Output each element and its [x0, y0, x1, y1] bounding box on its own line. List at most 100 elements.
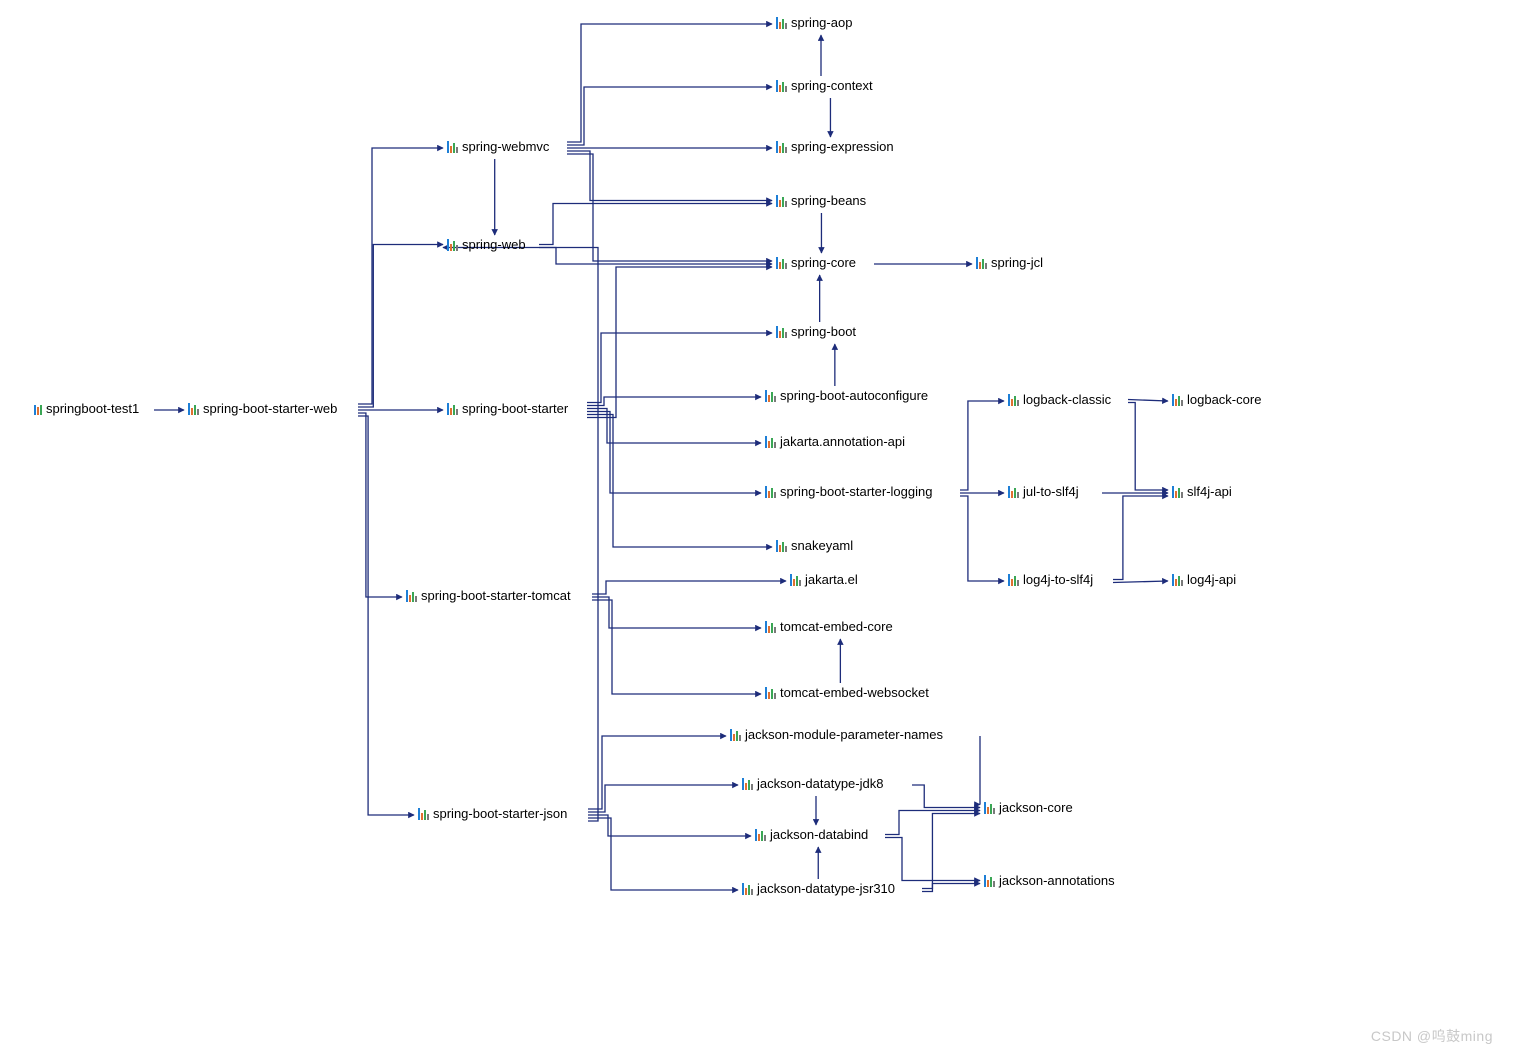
dep-edge	[1128, 400, 1168, 402]
dep-edge	[358, 148, 443, 404]
dep-node-ctx: spring-context	[776, 78, 873, 93]
dep-edge	[588, 736, 726, 809]
module-icon	[1008, 394, 1020, 406]
dep-edge	[1128, 403, 1168, 491]
module-icon	[1172, 574, 1184, 586]
dep-node-label: jul-to-slf4j	[1023, 484, 1079, 499]
dep-node-jmpn: jackson-module-parameter-names	[730, 727, 943, 742]
module-icon	[984, 875, 996, 887]
dep-node-expr: spring-expression	[776, 139, 894, 154]
module-icon	[742, 883, 754, 895]
dep-node-label: spring-context	[791, 78, 873, 93]
module-icon	[447, 141, 459, 153]
dep-node-j310: jackson-datatype-jsr310	[742, 881, 895, 896]
module-icon	[765, 390, 777, 402]
module-icon	[776, 141, 788, 153]
dep-node-sbw: spring-boot-starter-web	[188, 401, 337, 416]
module-icon	[447, 239, 459, 251]
dep-edge	[358, 245, 443, 408]
dep-edge	[587, 397, 761, 406]
dep-edge	[912, 785, 980, 808]
dep-node-core: spring-core	[776, 255, 856, 270]
dep-node-jdb: jackson-databind	[755, 827, 868, 842]
dep-node-label: jakarta.annotation-api	[780, 434, 905, 449]
module-icon	[765, 687, 777, 699]
module-icon	[790, 574, 802, 586]
dep-node-label: spring-boot-starter-tomcat	[421, 588, 571, 603]
dep-node-label: spring-boot-starter-web	[203, 401, 337, 416]
dep-node-label: spring-webmvc	[462, 139, 549, 154]
dependency-edges	[0, 0, 1515, 1064]
dep-node-root: springboot-test1	[34, 401, 139, 416]
dep-node-aop: spring-aop	[776, 15, 852, 30]
dep-node-snake: snakeyaml	[776, 538, 853, 553]
module-icon	[1172, 486, 1184, 498]
dep-node-label: jackson-core	[999, 800, 1073, 815]
module-icon	[776, 540, 788, 552]
dep-node-auto: spring-boot-autoconfigure	[765, 388, 928, 403]
dep-edge	[567, 154, 772, 261]
dep-node-label: logback-classic	[1023, 392, 1111, 407]
dep-edge	[922, 814, 980, 889]
dep-node-lbc: logback-classic	[1008, 392, 1111, 407]
module-icon	[765, 436, 777, 448]
dep-node-label: log4j-api	[1187, 572, 1236, 587]
dep-edge	[587, 333, 772, 403]
dep-node-sbj: spring-boot-starter-json	[418, 806, 567, 821]
dep-edge	[592, 581, 786, 594]
dep-node-label: tomcat-embed-core	[780, 619, 893, 634]
module-icon	[765, 486, 777, 498]
module-icon	[776, 17, 788, 29]
dep-node-label: spring-web	[462, 237, 526, 252]
module-icon	[755, 829, 767, 841]
dep-edge	[588, 785, 738, 812]
dep-edge	[592, 597, 761, 628]
dep-edge	[587, 267, 772, 418]
module-icon	[1008, 486, 1020, 498]
dep-node-label: jackson-annotations	[999, 873, 1115, 888]
module-icon	[765, 621, 777, 633]
module-icon	[742, 778, 754, 790]
dep-node-label: log4j-to-slf4j	[1023, 572, 1093, 587]
dep-edge	[1113, 581, 1168, 583]
dep-node-juls: jul-to-slf4j	[1008, 484, 1079, 499]
module-icon	[188, 403, 200, 415]
dep-edge	[358, 413, 402, 597]
dep-node-label: spring-aop	[791, 15, 852, 30]
module-icon	[776, 195, 788, 207]
dep-node-boot: spring-boot	[776, 324, 856, 339]
watermark-text: CSDN @呜鼓ming	[1371, 1026, 1493, 1046]
dep-node-jd8: jackson-datatype-jdk8	[742, 776, 883, 791]
module-icon	[447, 403, 459, 415]
dep-node-beans: spring-beans	[776, 193, 866, 208]
dep-edge	[588, 818, 738, 890]
dep-node-label: snakeyaml	[791, 538, 853, 553]
module-icon	[1172, 394, 1184, 406]
dep-node-label: spring-core	[791, 255, 856, 270]
module-icon	[406, 590, 418, 602]
dep-node-web: spring-web	[447, 237, 526, 252]
module-icon	[418, 808, 430, 820]
dep-edge	[960, 496, 1004, 581]
dep-edge	[539, 204, 772, 245]
dep-node-label: spring-beans	[791, 193, 866, 208]
dep-edge	[588, 815, 751, 836]
module-icon	[984, 802, 996, 814]
dep-node-lbcore: logback-core	[1172, 392, 1261, 407]
dep-node-label: slf4j-api	[1187, 484, 1232, 499]
dep-node-label: tomcat-embed-websocket	[780, 685, 929, 700]
dep-node-label: spring-boot-starter-logging	[780, 484, 932, 499]
dep-node-sbt: spring-boot-starter-tomcat	[406, 588, 571, 603]
dep-node-label: springboot-test1	[46, 401, 139, 416]
dep-node-jcl: spring-jcl	[976, 255, 1043, 270]
dep-node-label: spring-boot	[791, 324, 856, 339]
dep-node-mvc: spring-webmvc	[447, 139, 549, 154]
dep-node-tews: tomcat-embed-websocket	[765, 685, 929, 700]
dep-node-label: jakarta.el	[805, 572, 858, 587]
dep-node-sbs: spring-boot-starter	[447, 401, 568, 416]
dep-node-label: jackson-databind	[770, 827, 868, 842]
dep-edge	[1113, 496, 1168, 580]
dep-node-l4js: log4j-to-slf4j	[1008, 572, 1093, 587]
dep-node-label: jackson-datatype-jdk8	[757, 776, 883, 791]
dep-node-label: jackson-module-parameter-names	[745, 727, 943, 742]
